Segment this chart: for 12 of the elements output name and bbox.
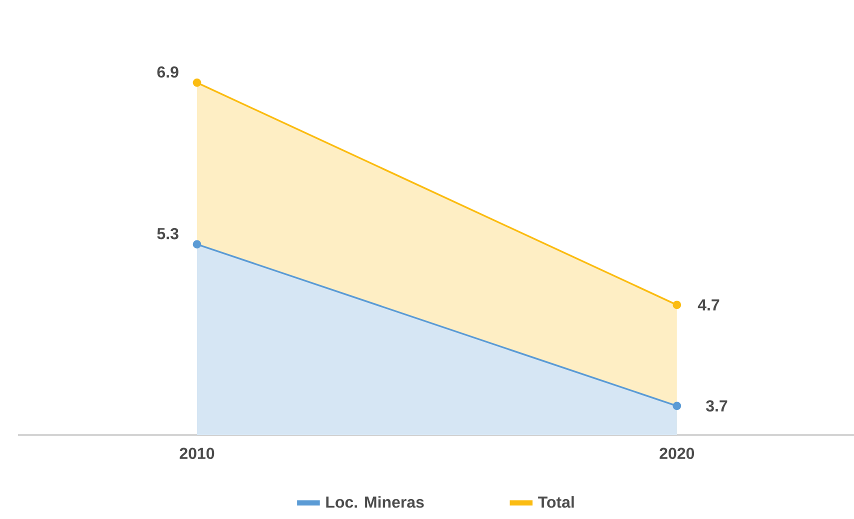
data-label: 4.7 — [698, 299, 720, 310]
point — [192, 78, 202, 87]
point — [672, 300, 682, 310]
data-label: 6.9 — [157, 66, 178, 78]
data-label: 5.3 — [157, 228, 178, 240]
x-tick-label: 2020 — [660, 448, 694, 460]
point — [192, 240, 202, 248]
x-tick-label: 2010 — [180, 448, 214, 460]
point — [672, 402, 682, 410]
data-label: 3.7 — [706, 400, 728, 412]
legend-label: Total — [538, 496, 574, 508]
legend-label: Loc. Mineras — [326, 496, 424, 508]
